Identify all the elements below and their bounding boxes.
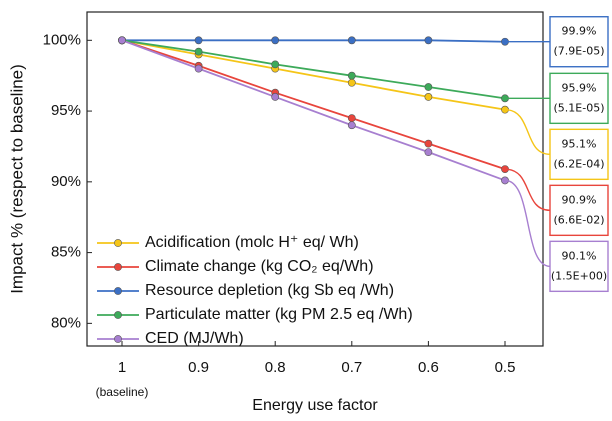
point [194, 36, 203, 45]
callout-box [549, 16, 609, 68]
series-line [121, 39, 506, 100]
legend-label: Acidification (molc H⁺ eq/ Wh) [145, 234, 359, 251]
callout-value: 95.9% [562, 81, 597, 94]
legend-marker [114, 287, 122, 295]
point [118, 36, 126, 45]
y-tick-label: 90% [51, 173, 81, 190]
x-tick-label: 0.7 [341, 359, 362, 376]
point [347, 36, 356, 45]
callout-note: (1.5E+00) [551, 269, 607, 282]
point [347, 114, 356, 123]
y-axis-label: Impact % (respect to baseline) [7, 64, 26, 294]
x-tick-label: 0.8 [265, 359, 286, 376]
callout-connector [504, 179, 551, 268]
point [424, 83, 433, 91]
callout-note: (6.6E-02) [554, 213, 605, 226]
x-tick-label: 0.9 [188, 359, 209, 376]
series-line [122, 39, 506, 43]
y-tick-label: 80% [51, 314, 81, 331]
legend-marker [114, 311, 122, 319]
point [194, 64, 203, 73]
point [424, 36, 433, 45]
x-annotation: (baseline) [96, 385, 149, 399]
callout-note: (7.9E-05) [554, 45, 605, 58]
callout-value: 90.9% [562, 193, 597, 206]
point [424, 139, 433, 148]
series-line [121, 39, 506, 170]
x-tick-label: 0.6 [418, 359, 439, 376]
legend-label: Climate change (kg CO₂ eq/Wh) [145, 258, 374, 275]
legend-label: Resource depletion (kg Sb eq /Wh) [145, 282, 394, 299]
callout-connector [504, 168, 551, 212]
callout-value: 99.9% [562, 25, 597, 38]
callout-note: (5.1E-05) [554, 101, 605, 114]
series-line [121, 39, 506, 182]
point [424, 148, 433, 157]
x-tick-label: 1 [118, 359, 126, 376]
callout-connector [504, 108, 551, 156]
point [347, 78, 356, 87]
legend-label: CED (MJ/Wh) [145, 330, 244, 347]
y-tick-label: 95% [51, 102, 81, 119]
series-line [121, 39, 506, 111]
plot-frame [86, 11, 544, 347]
legend-marker [114, 335, 122, 343]
legend-marker [114, 263, 122, 271]
point [424, 93, 433, 101]
callout-note: (6.2E-04) [554, 157, 605, 170]
callout-value: 95.1% [562, 137, 597, 150]
point [271, 93, 280, 101]
callout-box [549, 72, 609, 125]
legend-label: Particulate matter (kg PM 2.5 eq /Wh) [145, 306, 413, 323]
point [194, 47, 203, 56]
y-tick-label: 100% [43, 31, 81, 48]
callout-box [549, 184, 609, 237]
x-axis-label: Energy use factor [252, 397, 378, 414]
point [347, 71, 356, 80]
x-tick-label: 0.5 [495, 359, 516, 376]
point [347, 121, 356, 130]
point [271, 36, 280, 45]
legend-marker [114, 239, 122, 247]
callout-box [549, 128, 609, 181]
callout-box [549, 240, 609, 293]
callout-value: 90.1% [562, 249, 597, 262]
point [271, 60, 280, 69]
y-tick-label: 85% [51, 244, 81, 261]
